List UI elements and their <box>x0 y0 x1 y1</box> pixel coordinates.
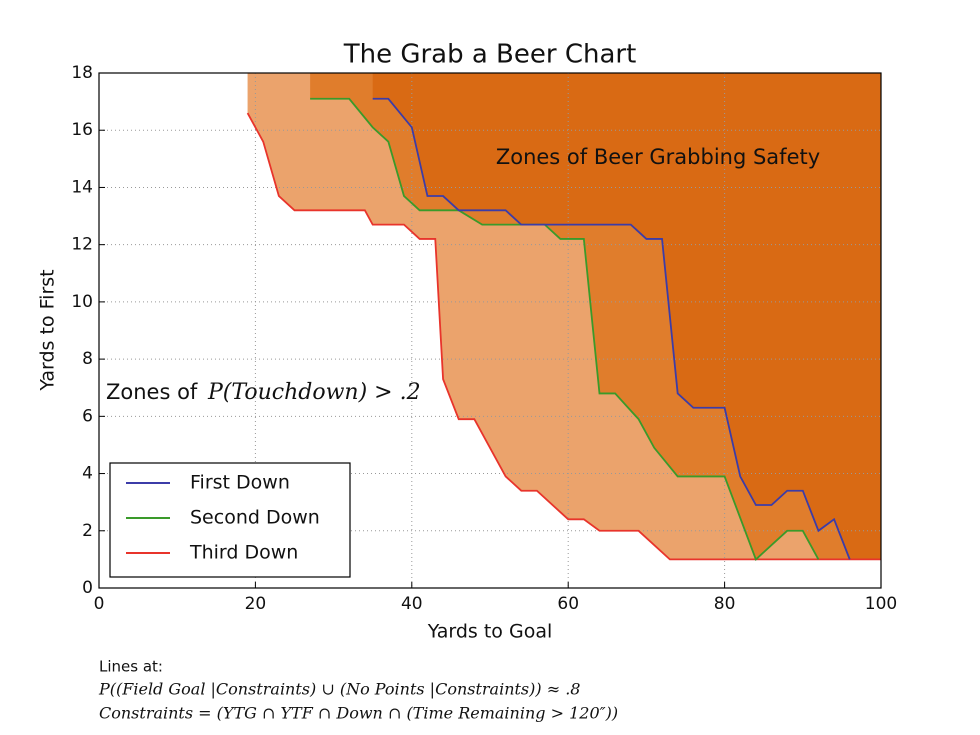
plot-area <box>98 72 882 589</box>
legend-label: Second Down <box>190 507 320 529</box>
chart-title: The Grab a Beer Chart <box>343 40 637 70</box>
footnote: Constraints = (YTG ∩ YTF ∩ Down ∩ (Time … <box>99 704 618 723</box>
annotation: P(Touchdown) > .2 <box>207 380 421 405</box>
x-tick-label: 100 <box>865 594 897 614</box>
y-tick-label: 6 <box>82 406 93 426</box>
x-axis-label: Yards to Goal <box>427 621 553 643</box>
annotation: Zones of <box>106 380 204 404</box>
x-tick-label: 0 <box>94 594 105 614</box>
y-tick-label: 16 <box>71 120 93 140</box>
footnote: P((Field Goal |Constraints) ∪ (No Points… <box>98 680 580 699</box>
footnote: Lines at: <box>99 658 163 676</box>
y-tick-label: 2 <box>82 521 93 541</box>
series-line <box>372 97 851 560</box>
series-line <box>310 97 820 561</box>
y-tick-label: 18 <box>71 63 93 83</box>
y-tick-label: 4 <box>82 464 93 484</box>
y-tick-label: 0 <box>82 578 93 598</box>
x-tick-label: 20 <box>245 594 267 614</box>
y-tick-label: 14 <box>71 177 93 197</box>
y-axis-label: Yards to First <box>37 269 59 391</box>
x-tick-label: 80 <box>714 594 736 614</box>
plot-frame <box>98 72 882 589</box>
x-tick-label: 40 <box>401 594 423 614</box>
legend-label: First Down <box>190 472 290 494</box>
annotation: Zones of Beer Grabbing Safety <box>496 145 820 169</box>
legend-label: Third Down <box>189 542 298 564</box>
x-tick-label: 60 <box>557 594 579 614</box>
zone-area <box>372 73 881 560</box>
y-tick-label: 8 <box>82 349 93 369</box>
y-tick-label: 12 <box>71 235 93 255</box>
y-tick-label: 10 <box>71 292 93 312</box>
series-line <box>246 112 881 561</box>
